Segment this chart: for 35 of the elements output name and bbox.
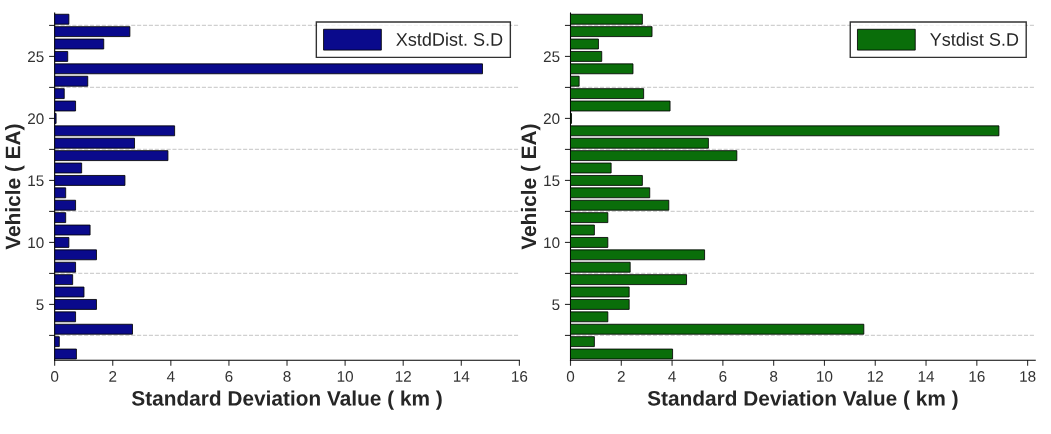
y-tick-label: 25 xyxy=(28,51,44,63)
x-tick-label: 2 xyxy=(109,371,117,382)
y-tick-label: 20 xyxy=(543,113,560,125)
y-tick-label: 5 xyxy=(36,299,44,311)
y-tick-label: 25 xyxy=(543,51,560,63)
y-axis-title: Vehicle ( EA) xyxy=(520,124,541,250)
x-tick-label: 8 xyxy=(283,371,291,382)
y-axis-title: Vehicle ( EA) xyxy=(5,124,25,250)
x-tick-label: 2 xyxy=(617,371,625,382)
y-tick-label: 10 xyxy=(28,237,44,249)
y-tick-label: 15 xyxy=(544,175,560,187)
legend-label: XstdDist. S.D xyxy=(396,32,503,46)
x-tick-label: 4 xyxy=(668,371,676,382)
y-tick-label: 15 xyxy=(28,175,44,187)
y-tick-label: 20 xyxy=(28,113,44,125)
x-tick-label: 10 xyxy=(337,371,354,382)
x-tick-label: 16 xyxy=(512,371,528,382)
x-tick-label: 14 xyxy=(918,371,935,382)
x-tick-label: 10 xyxy=(817,371,833,382)
x-axis-title: Standard Deviation Value ( km ) xyxy=(131,390,442,410)
x-tick-label: 0 xyxy=(51,371,59,382)
x-tick-label: 12 xyxy=(395,371,411,382)
legend-label: Ystdist S.D xyxy=(930,32,1019,46)
x-tick-label: 6 xyxy=(719,371,727,382)
x-tick-label: 18 xyxy=(1020,371,1036,382)
x-tick-label: 14 xyxy=(453,371,470,382)
x-tick-label: 0 xyxy=(566,371,575,382)
x-tick-label: 12 xyxy=(867,371,883,382)
x-axis-title: Standard Deviation Value ( km ) xyxy=(647,390,958,410)
y-tick-label: 10 xyxy=(544,237,560,249)
y-tick-label: 5 xyxy=(552,299,560,311)
x-tick-label: 6 xyxy=(225,371,233,382)
x-tick-label: 8 xyxy=(770,371,778,382)
x-tick-label: 4 xyxy=(166,371,175,382)
x-tick-label: 16 xyxy=(969,371,985,382)
